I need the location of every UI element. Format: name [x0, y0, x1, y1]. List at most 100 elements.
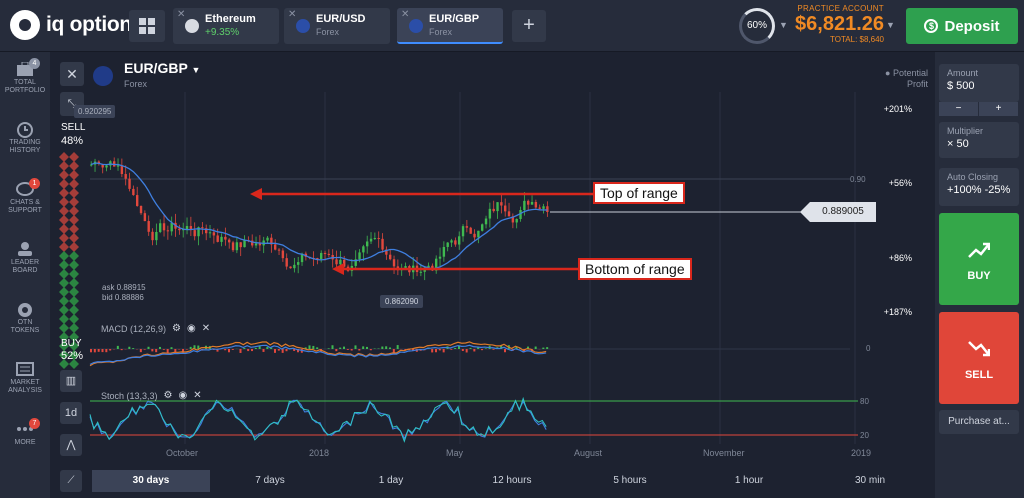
tab-sub: Forex: [429, 27, 453, 37]
sidebar-item-label: MORE: [14, 439, 36, 446]
candle-body: [136, 195, 139, 206]
buy-sentiment-pct: 52%: [61, 350, 84, 362]
macd-histogram-bar: [293, 349, 296, 351]
multiplier-value[interactable]: × 50: [947, 138, 969, 150]
drawing-tools-button[interactable]: ⋀: [60, 434, 82, 456]
multiplier-field[interactable]: Multiplier × 50: [939, 122, 1019, 158]
sidebar-item-portfolio[interactable]: 4 TOTAL PORTFOLIO: [0, 58, 50, 95]
amount-field[interactable]: Amount $ 500: [939, 64, 1019, 102]
sidebar-item-label: MARKET: [10, 379, 40, 386]
candle-body: [369, 238, 373, 242]
asset-selector[interactable]: EUR/GBP ▼: [124, 60, 200, 76]
auto-closing-field[interactable]: Auto Closing +100% -25%: [939, 168, 1019, 206]
amount-value[interactable]: $ 500: [947, 80, 975, 92]
potential-profit-label: ● Potential Profit: [876, 68, 928, 90]
sentiment-marker: [69, 161, 79, 171]
stoch-d-line: [89, 396, 547, 443]
sidebar-item-history[interactable]: TRADING HISTORY: [0, 122, 50, 155]
auto-closing-label: Auto Closing: [947, 172, 999, 182]
macd-histogram-bar: [385, 346, 388, 349]
close-icon[interactable]: ✕: [193, 390, 202, 401]
tab-ethereum[interactable]: ✕ Ethereum +9.35%: [173, 8, 279, 44]
stoch-20-level: 20: [860, 431, 869, 440]
macd-histogram-bar: [362, 346, 365, 349]
timeframe-30-days[interactable]: 30 days: [92, 470, 210, 492]
asset-name: EUR/GBP: [124, 60, 188, 76]
chart-area[interactable]: ✕ ⤡ EUR/GBP ▼ Forex ● Potential Profit 0…: [50, 52, 935, 464]
timeframe-button[interactable]: 1d: [60, 402, 82, 424]
candle-body: [208, 232, 212, 234]
chart-type-button[interactable]: ⟋: [60, 470, 82, 492]
candle-body: [251, 240, 254, 246]
sentiment-marker: [59, 170, 69, 180]
price-chart[interactable]: [50, 52, 935, 464]
sentiment-marker: [59, 215, 69, 225]
timeframe-5-hours[interactable]: 5 hours: [613, 475, 647, 486]
candle-body: [450, 240, 453, 243]
candle-body: [224, 236, 227, 240]
timeframe-30-min[interactable]: 30 min: [854, 475, 885, 486]
sell-button[interactable]: SELL: [939, 312, 1019, 404]
asset-grid-button[interactable]: [129, 10, 165, 42]
moving-average-line: [90, 162, 548, 270]
amount-stepper[interactable]: − +: [939, 102, 1019, 116]
timeframe-12-hours[interactable]: 12 hours: [492, 475, 532, 486]
candle-body: [293, 264, 296, 269]
candle-body: [335, 259, 338, 265]
sentiment-marker: [69, 314, 79, 324]
sidebar-item-more[interactable]: 7 MORE: [0, 418, 50, 447]
buy-button[interactable]: BUY: [939, 213, 1019, 305]
sidebar-item-leaderboard[interactable]: LEADER BOARD: [0, 242, 50, 275]
close-icon[interactable]: ✕: [201, 323, 211, 334]
sidebar-item-chats[interactable]: 1 CHATS & SUPPORT: [0, 178, 50, 215]
macd-histogram-bar: [534, 346, 537, 349]
gauge[interactable]: 60%: [739, 8, 775, 44]
candle-body: [519, 210, 522, 219]
indicators-button[interactable]: ▥: [60, 370, 82, 392]
macd-label[interactable]: MACD (12,26,9) ⚙ ◉ ✕: [101, 323, 210, 334]
close-icon[interactable]: ✕: [288, 9, 297, 20]
sidebar-item-otn-tokens[interactable]: OTN TOKENS: [0, 302, 50, 335]
macd-histogram-bar: [435, 349, 437, 353]
x-axis-label: 2019: [851, 448, 872, 458]
sentiment-marker: [69, 251, 79, 261]
close-icon[interactable]: ✕: [401, 9, 410, 20]
candle-body: [465, 226, 469, 228]
tab-eurusd[interactable]: ✕ EUR/USD Forex: [284, 8, 390, 44]
macd-histogram-bar: [469, 347, 472, 349]
close-chart-button[interactable]: ✕: [60, 62, 84, 86]
buy-sentiment-label: BUY: [61, 338, 82, 349]
auto-closing-value[interactable]: +100% -25%: [947, 184, 1011, 196]
arrow-top-head: [250, 188, 262, 200]
chevron-down-icon[interactable]: ▼: [779, 20, 788, 30]
multiplier-label: Multiplier: [947, 126, 984, 136]
sentiment-marker: [69, 323, 79, 333]
sentiment-marker: [59, 278, 69, 288]
macd-histogram-bar: [523, 349, 526, 353]
tab-change: +9.35%: [205, 27, 240, 38]
sentiment-marker: [69, 179, 79, 189]
gear-icon[interactable]: ⚙: [163, 390, 173, 401]
eye-icon[interactable]: ◉: [178, 390, 188, 401]
chevron-down-icon[interactable]: ▼: [886, 20, 895, 30]
add-tab-button[interactable]: +: [512, 10, 546, 42]
timeframe-7-days[interactable]: 7 days: [255, 475, 285, 486]
gear-icon[interactable]: ⚙: [172, 323, 181, 334]
sentiment-marker: [59, 314, 69, 324]
candle-body: [438, 256, 442, 259]
deposit-button[interactable]: $ Deposit: [906, 8, 1018, 44]
eye-icon[interactable]: ◉: [187, 323, 196, 334]
sidebar-item-market-analysis[interactable]: MARKET ANALYSIS: [0, 362, 50, 395]
logo[interactable]: iq option: [10, 10, 132, 40]
plus-button[interactable]: +: [979, 102, 1019, 116]
stoch-label[interactable]: Stoch (13,3,3) ⚙ ◉ ✕: [101, 390, 202, 401]
account-balance[interactable]: PRACTICE ACCOUNT $6,821.26 TOTAL: $8,640: [795, 4, 884, 44]
sentiment-marker: [59, 224, 69, 234]
timeframe-1-day[interactable]: 1 day: [378, 475, 404, 486]
purchase-at-button[interactable]: Purchase at...: [939, 410, 1019, 434]
timeframe-1-hour[interactable]: 1 hour: [734, 475, 764, 486]
tab-eurgbp[interactable]: ✕ EUR/GBP Forex: [397, 8, 503, 44]
macd-histogram-bar: [461, 349, 464, 352]
close-icon[interactable]: ✕: [177, 9, 186, 20]
minus-button[interactable]: −: [939, 102, 979, 116]
